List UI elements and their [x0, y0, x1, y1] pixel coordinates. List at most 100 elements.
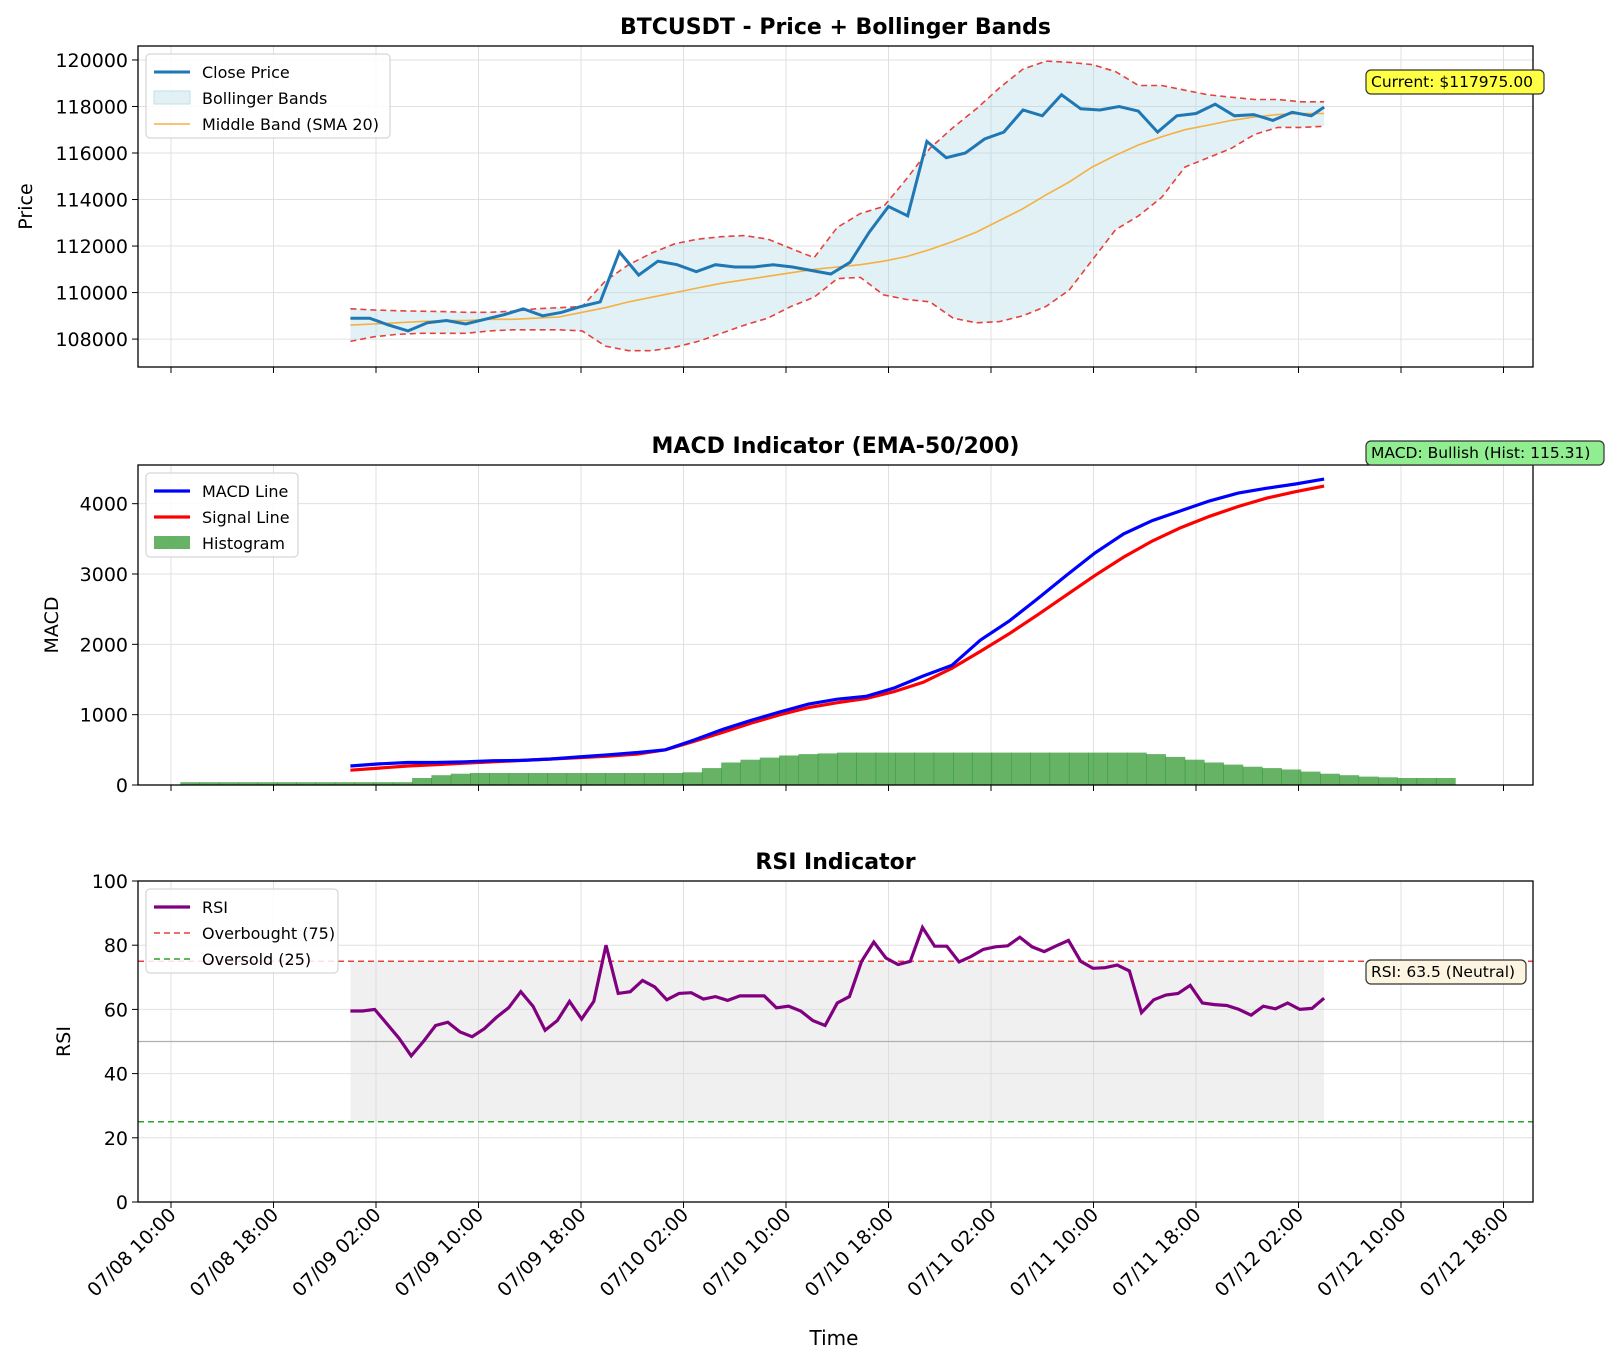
histogram-bar [412, 778, 432, 785]
histogram-bar [624, 773, 645, 785]
histogram-bar [508, 773, 529, 785]
histogram-bar [972, 752, 993, 785]
x-tick-label: 07/10 18:00 [801, 1204, 898, 1301]
y-tick-label: 4000 [80, 494, 128, 516]
histogram-bar [180, 782, 201, 785]
histogram-bar [682, 772, 703, 785]
histogram-bar [276, 782, 297, 785]
histogram-bar [1126, 752, 1147, 785]
histogram-bar [238, 782, 259, 785]
histogram-bar [643, 773, 664, 785]
y-tick-label: 0 [116, 1192, 128, 1214]
x-tick-label: 07/09 10:00 [391, 1204, 488, 1301]
histogram-bar [1320, 773, 1340, 785]
annotation-text: Current: $117975.00 [1371, 73, 1533, 91]
histogram-bar [1204, 762, 1224, 785]
legend: MACD Line Signal Line Histogram [145, 472, 299, 558]
histogram-bar [914, 752, 935, 785]
legend-entry-label: Overbought (75) [202, 924, 335, 943]
histogram-bar [566, 773, 587, 785]
histogram-bar [431, 775, 452, 785]
annotation: RSI: 63.5 (Neutral) [1365, 959, 1527, 985]
y-tick-label: 116000 [55, 143, 128, 165]
histogram-bar [701, 768, 722, 785]
annotation: MACD: Bullish (Hist: 115.31) [1365, 440, 1605, 466]
legend-box [145, 53, 391, 139]
histogram-bar [334, 782, 355, 785]
legend-entry-label: Middle Band (SMA 20) [202, 115, 379, 134]
macd-line [350, 477, 1325, 768]
y-axis-label: MACD [41, 597, 63, 654]
histogram-bar [759, 757, 780, 785]
histogram-bar [199, 782, 220, 785]
y-tick-label: 40 [104, 1064, 128, 1086]
y-tick-label: 120000 [55, 50, 128, 72]
histogram-bar [991, 752, 1012, 785]
legend-entry-label: RSI [202, 898, 228, 917]
panel-title: BTCUSDT - Price + Bollinger Bands [620, 15, 1051, 40]
middle-band-line [350, 112, 1325, 326]
x-tick-label: 07/08 10:00 [83, 1204, 180, 1301]
legend-swatch-histogram [154, 536, 190, 549]
histogram-bar [1088, 752, 1108, 785]
x-tick-label: 07/12 18:00 [1416, 1204, 1513, 1301]
histogram-bar [740, 759, 761, 785]
histogram-bar [1262, 768, 1282, 785]
x-tick-label: 07/09 02:00 [288, 1204, 385, 1301]
histogram-bar [663, 773, 683, 785]
histogram-bar [373, 782, 394, 785]
histogram-bar [1300, 771, 1321, 785]
histogram-bar [528, 773, 548, 785]
annotation-box [1365, 69, 1545, 95]
histogram-bar [1339, 775, 1360, 785]
annotation-text: MACD: Bullish (Hist: 115.31) [1371, 444, 1590, 462]
x-tick-label: 07/11 18:00 [1108, 1204, 1205, 1301]
legend: RSI Overbought (75) Oversold (25) [145, 888, 339, 974]
x-tick-label: 07/12 02:00 [1211, 1204, 1308, 1301]
y-tick-label: 0 [116, 775, 128, 797]
histogram-bar [1184, 759, 1205, 785]
histogram-bar [605, 773, 626, 785]
histogram-bar [856, 752, 877, 785]
histogram-bar [1107, 752, 1128, 785]
y-axis-label: RSI [53, 1026, 75, 1057]
histogram-bar [933, 752, 954, 785]
histogram-bar [1281, 769, 1302, 785]
histogram-bar [1223, 764, 1244, 785]
histogram-bar [547, 773, 568, 785]
legend-entry-label: MACD Line [202, 482, 288, 501]
y-tick-label: 60 [104, 999, 128, 1021]
annotation-box [1365, 440, 1605, 466]
x-tick-label: 07/11 02:00 [903, 1204, 1000, 1301]
histogram-bar [953, 752, 973, 785]
x-axis-label: Time [809, 1326, 859, 1350]
y-tick-label: 1000 [80, 705, 128, 727]
histogram-bar [1165, 756, 1186, 785]
axes-frame [137, 880, 1534, 1203]
panel-title: MACD Indicator (EMA-50/200) [652, 434, 1020, 459]
histogram-bar [1068, 752, 1089, 785]
legend-entry-label: Histogram [202, 534, 285, 553]
y-tick-label: 3000 [80, 564, 128, 586]
legend-entry-label: Close Price [202, 63, 290, 82]
annotation: Current: $117975.00 [1365, 69, 1545, 95]
histogram-bar [1030, 752, 1051, 785]
x-tick-label: 07/11 10:00 [1006, 1204, 1103, 1301]
y-tick-label: 114000 [55, 190, 128, 212]
histogram-bar [470, 773, 490, 785]
histogram-bar [895, 752, 915, 785]
histogram-bar [721, 762, 741, 785]
legend-swatch-band [153, 90, 191, 105]
y-tick-label: 118000 [55, 96, 128, 118]
y-tick-label: 110000 [55, 283, 128, 305]
histogram-bar [1435, 778, 1456, 785]
legend: Close Price Bollinger Bands Middle Band (S… [145, 53, 391, 139]
close-price-line [350, 92, 1325, 333]
y-tick-label: 100 [92, 871, 128, 893]
y-tick-label: 2000 [80, 634, 128, 656]
histogram-bar [1358, 776, 1379, 785]
histogram-bar [1416, 778, 1437, 785]
histogram-bar [817, 753, 838, 785]
histogram-bar [1146, 754, 1166, 785]
histogram-bar [1049, 752, 1070, 785]
